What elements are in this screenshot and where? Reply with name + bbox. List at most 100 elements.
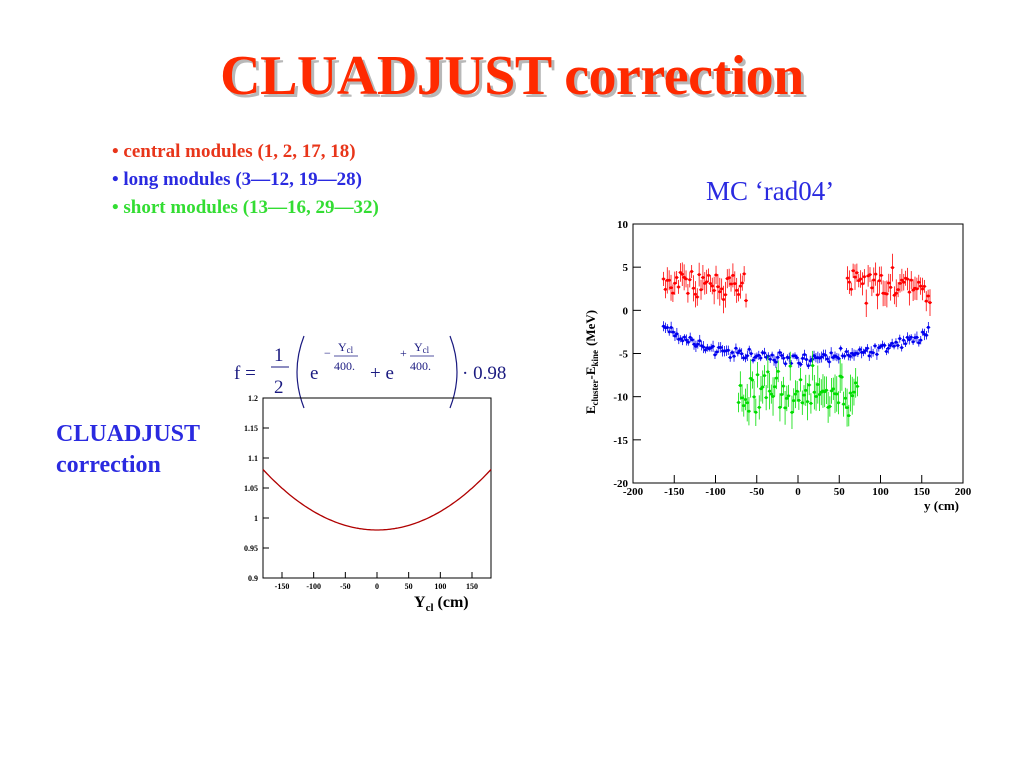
data-point — [684, 277, 688, 281]
data-point — [849, 287, 853, 291]
data-point — [772, 358, 776, 362]
data-point — [723, 293, 727, 297]
side-label-line1: CLUADJUST — [56, 421, 201, 447]
data-point — [738, 284, 742, 288]
data-point — [829, 351, 833, 355]
data-point — [894, 340, 898, 344]
data-point — [844, 350, 848, 354]
data-point — [669, 286, 673, 290]
left-y-tick-label: 0.9 — [248, 574, 258, 583]
data-point — [695, 295, 699, 299]
left-x-tick-label: 50 — [405, 582, 413, 591]
data-point — [742, 272, 746, 276]
data-point — [705, 280, 709, 284]
data-point — [684, 338, 688, 342]
data-point — [883, 343, 887, 347]
data-point — [870, 286, 874, 290]
left-plot-area: 0.9 0.95 1 1.05 1.1 1.15 1.2 -150 -100 -50 0 50 100 1… — [244, 394, 492, 591]
right-y-tick-label: -10 — [613, 392, 628, 404]
data-point — [812, 354, 816, 358]
data-point — [708, 281, 712, 285]
data-point — [749, 352, 753, 356]
data-point — [799, 378, 803, 382]
data-point — [848, 354, 852, 358]
data-point — [667, 278, 671, 282]
data-point — [694, 344, 698, 348]
formula-exp1-den: 400. — [334, 359, 355, 373]
data-point — [778, 351, 782, 355]
data-point — [793, 354, 797, 358]
right-x-tick-label: 100 — [872, 486, 889, 498]
data-point — [926, 294, 930, 298]
data-point — [757, 405, 761, 409]
right-x-tick-label: 150 — [914, 486, 931, 498]
formula-exp2-y-sub: cl — [423, 345, 430, 355]
data-point — [858, 348, 862, 352]
data-point — [686, 291, 690, 295]
data-point — [764, 396, 768, 400]
data-point — [924, 333, 928, 337]
data-point — [783, 362, 787, 366]
data-point — [853, 275, 857, 279]
data-point — [726, 348, 730, 352]
formula-exp1-sign: − — [324, 346, 331, 360]
data-point — [903, 342, 907, 346]
data-point — [862, 350, 866, 354]
data-point — [783, 406, 787, 410]
left-y-tick-label: 1.2 — [248, 394, 258, 403]
data-point — [810, 357, 814, 361]
slide-title: CLUADJUST correction — [220, 45, 804, 107]
data-point — [896, 343, 900, 347]
data-point — [888, 344, 892, 348]
data-point — [835, 392, 839, 396]
data-point — [873, 344, 877, 348]
data-point — [673, 334, 677, 338]
data-point — [737, 292, 741, 296]
data-point — [885, 292, 889, 296]
data-point — [915, 335, 919, 339]
data-point — [732, 354, 736, 358]
data-point — [744, 299, 748, 303]
data-point — [922, 284, 926, 288]
data-point — [867, 354, 871, 358]
data-point — [751, 358, 755, 362]
data-point — [667, 330, 671, 334]
bullet-marker: • — [112, 169, 119, 190]
data-point — [843, 396, 847, 400]
data-point — [807, 383, 811, 387]
data-point — [876, 293, 879, 297]
data-point — [710, 284, 714, 288]
formula-close-paren — [449, 335, 458, 409]
data-point — [665, 326, 669, 330]
data-point — [734, 346, 738, 350]
data-point — [678, 270, 682, 274]
formula-exp1-y: Y — [338, 340, 347, 354]
data-point — [877, 279, 881, 283]
data-point — [754, 410, 758, 414]
data-point — [740, 396, 744, 400]
data-point — [680, 272, 684, 276]
data-point — [669, 326, 673, 330]
data-point — [809, 401, 813, 405]
right-x-axis-label: y (cm) — [924, 498, 959, 513]
left-x-axis-label: Ycl (cm) — [414, 594, 469, 614]
data-point — [662, 277, 666, 281]
data-point — [792, 399, 796, 403]
data-point — [850, 394, 854, 398]
data-point — [891, 266, 894, 270]
data-point — [836, 401, 840, 405]
data-point — [847, 280, 851, 284]
data-point — [800, 401, 804, 405]
data-point — [774, 360, 778, 364]
left-x-tick-label: -100 — [306, 582, 321, 591]
side-label-line2: correction — [56, 452, 161, 478]
data-point — [774, 376, 778, 380]
data-point — [905, 335, 909, 339]
data-point — [673, 281, 677, 285]
formula-exp1-y-sub: cl — [347, 345, 354, 355]
data-point — [911, 288, 915, 292]
bullet-long: • long modules (3—12, 19—28) — [112, 166, 379, 194]
data-point — [688, 335, 692, 339]
data-point — [919, 338, 923, 342]
data-point — [855, 271, 859, 275]
